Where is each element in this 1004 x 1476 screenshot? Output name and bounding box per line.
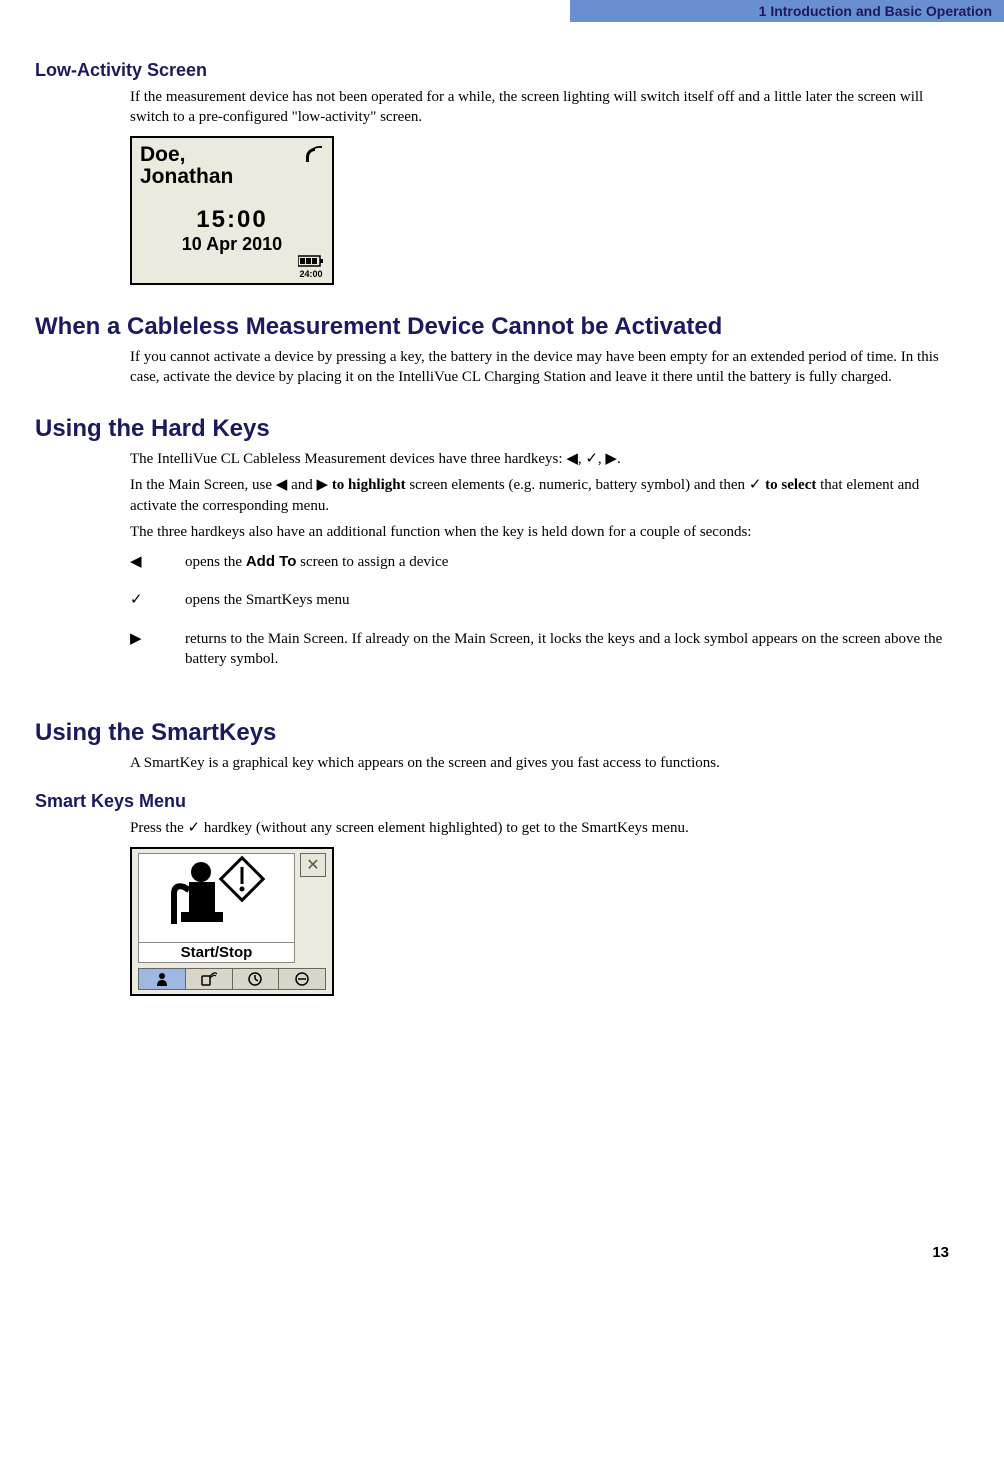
page-number: 13 xyxy=(932,1244,949,1261)
tab-clock-icon xyxy=(232,968,279,990)
para-hardkeys-holddown: The three hardkeys also have an addition… xyxy=(130,522,949,542)
smartkeys-screen-mock: Start/Stop ✕ xyxy=(130,847,334,996)
page-content: Low-Activity Screen If the measurement d… xyxy=(0,22,1004,1264)
wireless-icon xyxy=(304,144,324,168)
chapter-header-bar: 1 Introduction and Basic Operation xyxy=(570,0,1004,22)
right-arrow-icon: ▶ xyxy=(130,629,185,670)
hardkey-desc-right: returns to the Main Screen. If already o… xyxy=(185,629,949,670)
hardkey-row-check: ✓ opens the SmartKeys menu xyxy=(130,590,949,610)
heading-smartkeys: Using the SmartKeys xyxy=(35,719,949,747)
smartkey-tabs xyxy=(138,968,326,990)
para-smartkeys-menu: Press the ✓ hardkey (without any screen … xyxy=(130,818,949,838)
heading-smartkeys-menu: Smart Keys Menu xyxy=(35,791,949,812)
hardkey-row-left: ◀ opens the Add To screen to assign a de… xyxy=(130,552,949,572)
tab-stop-icon xyxy=(278,968,326,990)
smartkey-label: Start/Stop xyxy=(138,943,295,963)
heading-hard-keys: Using the Hard Keys xyxy=(35,415,949,443)
para-cannot-activate: If you cannot activate a device by press… xyxy=(130,347,949,388)
hardkey-desc-check: opens the SmartKeys menu xyxy=(185,590,949,610)
para-hardkeys-highlight: In the Main Screen, use ◀ and ▶ to highl… xyxy=(130,475,949,516)
battery-icon: 24:00 xyxy=(298,255,324,279)
clock-date: 10 Apr 2010 xyxy=(132,234,332,255)
smartkey-main-icon xyxy=(138,853,295,943)
clock-time: 15:00 xyxy=(132,206,332,234)
hardkey-desc-left: opens the Add To screen to assign a devi… xyxy=(185,552,949,572)
tab-person-icon xyxy=(138,968,185,990)
check-icon: ✓ xyxy=(130,590,185,610)
close-icon: ✕ xyxy=(300,853,326,877)
chapter-title: 1 Introduction and Basic Operation xyxy=(759,3,992,19)
left-arrow-icon: ◀ xyxy=(130,552,185,572)
para-smartkeys: A SmartKey is a graphical key which appe… xyxy=(130,753,949,773)
hardkey-function-list: ◀ opens the Add To screen to assign a de… xyxy=(130,552,949,669)
para-low-activity: If the measurement device has not been o… xyxy=(130,87,949,128)
tab-device-icon xyxy=(185,968,232,990)
heading-cannot-activate: When a Cableless Measurement Device Cann… xyxy=(35,313,949,341)
hardkey-row-right: ▶ returns to the Main Screen. If already… xyxy=(130,629,949,670)
patient-name: Doe, Jonathan xyxy=(140,144,233,188)
low-activity-screen-mock: Doe, Jonathan 15:00 10 Apr 2010 24:00 xyxy=(130,136,334,285)
para-hardkeys-intro: The IntelliVue CL Cableless Measurement … xyxy=(130,449,949,469)
heading-low-activity: Low-Activity Screen xyxy=(35,60,949,81)
